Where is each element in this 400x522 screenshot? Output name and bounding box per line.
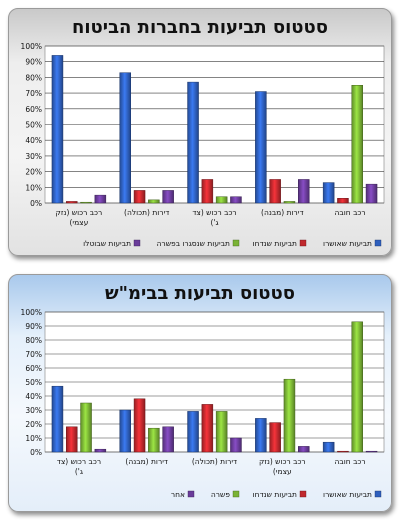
insurance-claims-chart-panel: סטטוס תביעות בחברות הביטוח 0% 10% 20% 30% 40… bbox=[8, 8, 392, 256]
legend-swatch bbox=[299, 239, 307, 247]
y-tick-label: 30% bbox=[25, 152, 42, 161]
legend-swatch bbox=[299, 490, 307, 498]
bar bbox=[80, 201, 92, 204]
category-label: רכב חובה bbox=[335, 457, 366, 466]
legend-label: תביעות שנסגרו בפשרה bbox=[157, 239, 230, 248]
y-tick-label: 60% bbox=[25, 364, 42, 373]
court-claims-chart-panel: סטטוס תביעות בבימ"ש 0% 10% 20% 30% 40% 50% 60%… bbox=[8, 274, 392, 512]
court-claims-chart: 0% 10% 20% 30% 40% 50% 60% 70% 80% 90% 100% רכב רכו… bbox=[21, 308, 385, 499]
legend-swatch bbox=[374, 490, 382, 498]
bar bbox=[162, 190, 174, 204]
bar bbox=[269, 422, 281, 453]
y-tick-label: 20% bbox=[25, 168, 42, 177]
y-tick-label: 30% bbox=[25, 406, 42, 415]
y-tick-label: 60% bbox=[25, 105, 42, 114]
bar bbox=[51, 385, 64, 453]
y-tick-label: 10% bbox=[25, 434, 42, 443]
y-tick-label: 80% bbox=[25, 73, 42, 82]
bar bbox=[94, 448, 107, 453]
chart-title: סטטוס תביעות בחברות הביטוח bbox=[72, 17, 328, 38]
legend-label: תביעות שבוטלו bbox=[83, 239, 131, 248]
y-tick-label: 40% bbox=[25, 392, 42, 401]
bar bbox=[351, 321, 363, 453]
y-tick-label: 0% bbox=[30, 199, 42, 208]
category-label: רכב רכוש (צד ג') bbox=[192, 208, 236, 227]
y-tick-label: 90% bbox=[25, 322, 42, 331]
category-label: רכב רכוש (צד ג') bbox=[57, 457, 101, 476]
bar bbox=[133, 190, 146, 204]
bar bbox=[162, 426, 174, 453]
bar bbox=[255, 91, 267, 204]
legend-swatch bbox=[133, 239, 141, 247]
bar bbox=[322, 441, 335, 453]
bar bbox=[215, 196, 228, 204]
y-tick-label: 80% bbox=[25, 336, 42, 345]
bar bbox=[148, 199, 160, 204]
bar bbox=[365, 183, 378, 204]
bar bbox=[351, 85, 363, 204]
y-tick-label: 100% bbox=[21, 42, 42, 51]
y-tick-label: 70% bbox=[25, 89, 42, 98]
y-tick-label: 70% bbox=[25, 350, 42, 359]
bar bbox=[230, 437, 242, 453]
category-label: דירות (מבנה) bbox=[125, 457, 168, 466]
y-tick-label: 40% bbox=[25, 136, 42, 145]
bar bbox=[337, 198, 349, 204]
bar bbox=[283, 378, 296, 453]
legend-label: תביעות שאושרו bbox=[323, 490, 372, 499]
bar bbox=[51, 55, 64, 204]
legend-label: פשרה bbox=[211, 490, 230, 499]
legend-swatch bbox=[232, 239, 240, 247]
bar bbox=[298, 446, 310, 453]
bar bbox=[322, 182, 335, 204]
bar bbox=[148, 427, 160, 453]
y-tick-label: 90% bbox=[25, 58, 42, 67]
y-tick-label: 10% bbox=[25, 183, 42, 192]
bar bbox=[201, 179, 214, 204]
y-tick-label: 20% bbox=[25, 420, 42, 429]
category-label: דירות (מבנה) bbox=[261, 208, 304, 217]
legend-label: תביעות שנדחו bbox=[253, 490, 297, 499]
legend-label: תביעות שנדחו bbox=[253, 239, 297, 248]
bar bbox=[283, 201, 296, 204]
bar bbox=[66, 426, 78, 453]
y-tick-label: 0% bbox=[30, 448, 42, 457]
bar bbox=[80, 402, 92, 453]
legend-swatch bbox=[374, 239, 382, 247]
bar bbox=[269, 179, 281, 204]
bar bbox=[201, 404, 214, 453]
bar bbox=[215, 411, 228, 453]
legend-swatch bbox=[232, 490, 240, 498]
bar bbox=[133, 398, 146, 453]
chart-title: סטטוס תביעות בבימ"ש bbox=[105, 283, 295, 304]
category-label: דירות (תכולה) bbox=[124, 208, 169, 217]
legend-swatch bbox=[187, 490, 195, 498]
bar bbox=[187, 81, 199, 204]
bar bbox=[187, 411, 199, 453]
legend-label: תביעות שאושרו bbox=[323, 239, 372, 248]
bar bbox=[255, 418, 267, 453]
bar bbox=[66, 201, 78, 204]
category-label: דירות (תכולה) bbox=[192, 457, 237, 466]
bar bbox=[337, 450, 349, 453]
legend-label: אחר bbox=[171, 490, 185, 499]
category-label: רכב רכוש (נזק עצמי) bbox=[259, 457, 306, 476]
y-tick-label: 50% bbox=[25, 121, 42, 130]
y-tick-label: 50% bbox=[25, 378, 42, 387]
y-tick-label: 100% bbox=[21, 308, 42, 317]
bar bbox=[94, 194, 107, 204]
bar bbox=[298, 179, 310, 204]
category-label: רכב חובה bbox=[335, 208, 366, 217]
bar bbox=[119, 409, 131, 453]
bar bbox=[230, 196, 242, 204]
insurance-claims-chart: 0% 10% 20% 30% 40% 50% 60% 70% 80% 90% 100% רכב רכו… bbox=[21, 42, 385, 248]
category-label: רכב רכוש (נזק עצמי) bbox=[56, 208, 103, 227]
bar bbox=[365, 450, 378, 453]
bar bbox=[119, 72, 131, 204]
